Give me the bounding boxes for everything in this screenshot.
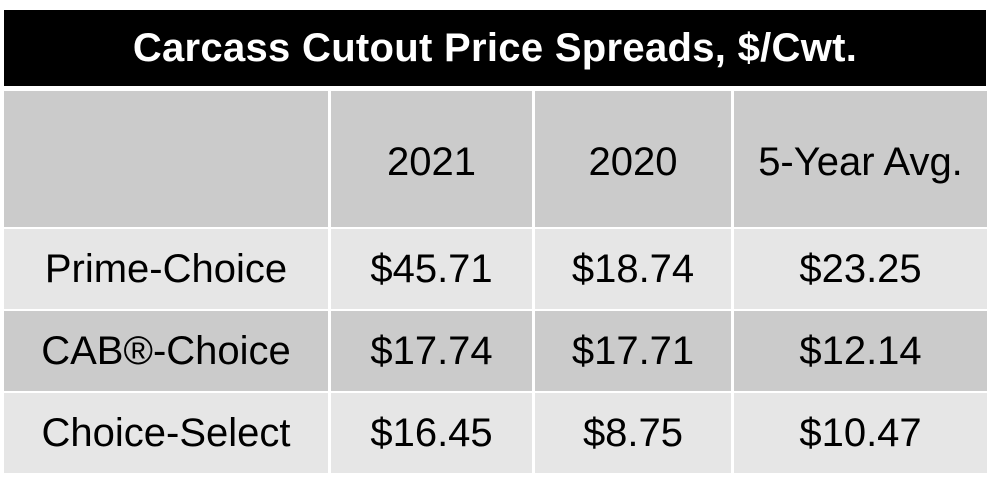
header-cell-2020: 2020 [535, 91, 731, 227]
header-cell-5-year-avg: 5-Year Avg. [734, 91, 987, 227]
header-cell-corner [4, 91, 328, 227]
row-label-choice-select: Choice-Select [4, 393, 328, 473]
header-cell-2021: 2021 [331, 91, 532, 227]
table-cell: $17.74 [331, 311, 532, 391]
table-cell: $16.45 [331, 393, 532, 473]
table-cell: $12.14 [734, 311, 987, 391]
table-cell: $10.47 [734, 393, 987, 473]
table-cell: $45.71 [331, 229, 532, 309]
price-spread-table: 2021 2020 5-Year Avg. Prime-Choice $45.7… [4, 91, 987, 473]
row-label-cab-choice: CAB®-Choice [4, 311, 328, 391]
table-cell: $8.75 [535, 393, 731, 473]
row-label-prime-choice: Prime-Choice [4, 229, 328, 309]
table-cell: $23.25 [734, 229, 987, 309]
table-cell: $18.74 [535, 229, 731, 309]
table-title: Carcass Cutout Price Spreads, $/Cwt. [4, 10, 986, 86]
table-cell: $17.71 [535, 311, 731, 391]
